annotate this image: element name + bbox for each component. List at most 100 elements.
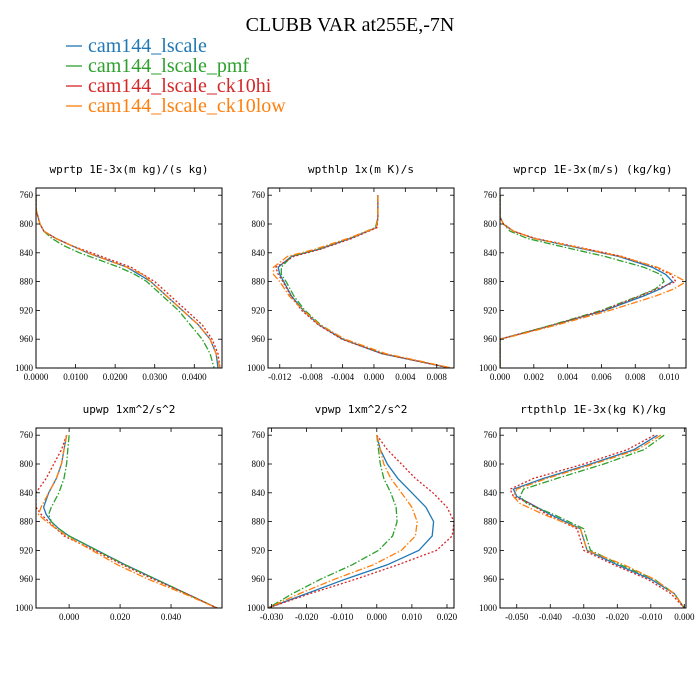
y-tick-label: 920 — [252, 305, 266, 315]
y-tick-label: 1000 — [479, 603, 498, 613]
y-tick-label: 880 — [20, 517, 34, 527]
y-tick-label: 840 — [252, 248, 266, 258]
x-tick-label: 0.0300 — [142, 372, 167, 382]
x-tick-label: 0.0200 — [103, 372, 128, 382]
series-line — [36, 195, 221, 368]
y-tick-label: 760 — [484, 430, 498, 440]
legend-entry: cam144_lscale_ck10hi — [88, 75, 272, 97]
x-tick-label: -0.010 — [330, 612, 354, 622]
y-tick-label: 920 — [252, 545, 266, 555]
chart-panel: wprtp 1E-3x(m kg)/(s kg) 760 800 840 880 920 9… — [15, 163, 223, 382]
series-line — [512, 434, 685, 608]
x-tick-label: 0.002 — [524, 372, 544, 382]
x-tick-label: 0.004 — [395, 372, 416, 382]
series-line — [42, 435, 218, 608]
y-tick-label: 960 — [252, 334, 266, 344]
y-tick-label: 920 — [20, 305, 34, 315]
x-tick-label: -0.004 — [331, 372, 355, 382]
series-line — [48, 435, 218, 608]
x-tick-label: 0.010 — [659, 372, 680, 382]
x-tick-label: 0.000 — [674, 612, 695, 622]
panel-title: vpwp 1xm^2/s^2 — [315, 403, 408, 416]
y-tick-label: 880 — [20, 277, 34, 287]
y-tick-label: 760 — [252, 430, 266, 440]
x-tick-label: -0.030 — [572, 612, 596, 622]
legend: cam144_lscalecam144_lscale_pmfcam144_lsc… — [66, 35, 286, 117]
chart-panel: wpthlp 1x(m K)/s7608008408809209601000-0… — [247, 163, 455, 382]
y-tick-label: 840 — [20, 248, 34, 258]
y-tick-label: 840 — [252, 488, 266, 498]
x-tick-label: -0.020 — [606, 612, 630, 622]
x-tick-label: -0.040 — [539, 612, 563, 622]
series-line — [36, 195, 215, 368]
series-line — [500, 195, 674, 368]
x-tick-label: 0.000 — [59, 612, 80, 622]
y-tick-label: 960 — [484, 334, 498, 344]
series-line — [268, 435, 418, 608]
panel-title: upwp 1xm^2/s^2 — [83, 403, 176, 416]
y-tick-label: 880 — [484, 277, 498, 287]
x-tick-label: 0.0100 — [63, 372, 88, 382]
x-tick-label: 0.020 — [110, 612, 131, 622]
y-tick-label: 800 — [20, 219, 34, 229]
series-line — [268, 435, 398, 608]
y-tick-label: 960 — [484, 574, 498, 584]
x-tick-label: 0.0400 — [182, 372, 207, 382]
chart-panels: wprtp 1E-3x(m kg)/(s kg) 760 800 840 880 920 9… — [15, 163, 695, 622]
x-tick-label: -0.030 — [260, 612, 284, 622]
y-tick-label: 760 — [484, 190, 498, 200]
y-tick-label: 760 — [252, 190, 266, 200]
x-tick-label: 0.008 — [427, 372, 448, 382]
y-tick-label: 1000 — [479, 363, 498, 373]
plot-frame — [35, 427, 223, 609]
y-tick-label: 880 — [252, 277, 266, 287]
y-tick-label: 960 — [252, 574, 266, 584]
series-line — [36, 195, 219, 368]
panel-title: rtpthlp 1E-3x(kg K)/kg — [520, 403, 666, 416]
y-tick-label: 840 — [20, 488, 34, 498]
legend-entry: cam144_lscale — [88, 35, 207, 57]
x-tick-label: 0.008 — [625, 372, 646, 382]
series-line — [268, 434, 454, 608]
chart-panel: vpwp 1xm^2/s^27608008408809209601000-0.0… — [247, 403, 458, 622]
y-tick-label: 800 — [20, 459, 34, 469]
series-line — [500, 195, 665, 368]
x-tick-label: 0.000 — [364, 372, 385, 382]
series-line — [500, 195, 686, 368]
series-line — [275, 195, 451, 368]
y-tick-label: 920 — [484, 305, 498, 315]
x-tick-label: -0.012 — [268, 372, 291, 382]
x-tick-label: -0.020 — [295, 612, 319, 622]
series-line — [500, 195, 677, 368]
x-tick-label: 0.040 — [161, 612, 182, 622]
plot-frame — [499, 187, 687, 369]
y-tick-label: 800 — [252, 459, 266, 469]
y-tick-label: 920 — [484, 545, 498, 555]
chart-panel: rtpthlp 1E-3x(kg K)/kg 760 800 840 880 920 960… — [479, 403, 695, 622]
series-line — [268, 435, 435, 608]
y-tick-label: 880 — [484, 517, 498, 527]
x-tick-label: 0.000 — [367, 612, 388, 622]
legend-entry: cam144_lscale_ck10low — [88, 95, 286, 117]
y-tick-label: 1000 — [247, 363, 266, 373]
figure-title: CLUBB VAR at255E,-7N — [246, 14, 455, 36]
plot-frame — [499, 427, 687, 609]
x-tick-label: -0.008 — [300, 372, 324, 382]
panel-title: wpthlp 1x(m K)/s — [308, 163, 414, 176]
y-tick-label: 800 — [484, 459, 498, 469]
panel-title: wprcp 1E-3x(m/s) (kg/kg) — [514, 163, 673, 176]
x-tick-label: 0.010 — [402, 612, 423, 622]
x-tick-label: 0.000 — [490, 372, 511, 382]
y-tick-label: 880 — [252, 517, 266, 527]
series-line — [36, 195, 221, 368]
y-tick-label: 840 — [484, 488, 498, 498]
y-tick-label: 760 — [20, 190, 34, 200]
x-tick-label: 0.006 — [591, 372, 612, 382]
legend-entry: cam144_lscale_pmf — [88, 55, 249, 77]
x-tick-label: -0.010 — [639, 612, 663, 622]
series-line — [512, 434, 685, 608]
x-tick-label: -0.050 — [505, 612, 529, 622]
y-tick-label: 1000 — [247, 603, 266, 613]
series-line — [272, 195, 452, 368]
